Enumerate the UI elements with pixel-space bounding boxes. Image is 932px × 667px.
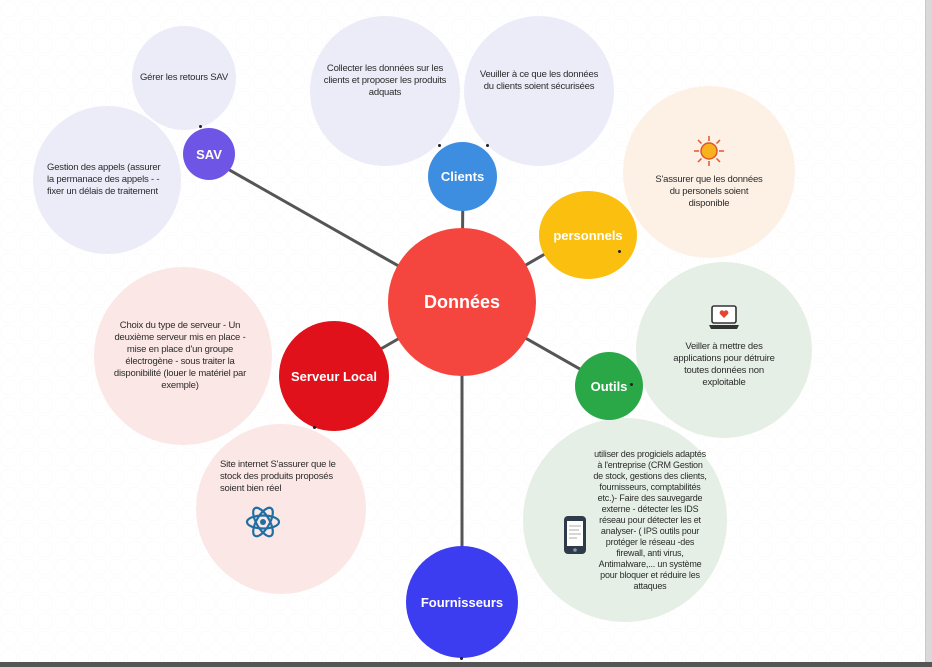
bubble-text: Gérer les retours SAV (139, 72, 229, 83)
bubble-text: Veiller à mettre des applications pour d… (673, 341, 775, 388)
bubble-serveur-choix: Choix du type de serveur - Un deuxième s… (94, 267, 272, 445)
node-label: Fournisseurs (420, 594, 504, 610)
window-frame-bottom (0, 662, 932, 667)
bubble-text: S'assurer que les données du personels s… (655, 174, 763, 209)
laptop-heart-icon (709, 305, 739, 329)
bubble-outils-progiciels: utiliser des progiciels adaptés à l'entr… (523, 418, 727, 622)
node-sav[interactable]: SAV (183, 128, 235, 180)
bubble-fournisseurs-site: Site internet S'assurer que le stock des… (196, 424, 366, 594)
connector-dot (438, 144, 441, 147)
node-label: Clients (440, 169, 485, 184)
node-label: SAV (196, 146, 222, 162)
phone-icon (564, 516, 586, 554)
node-fournisseurs[interactable]: Fournisseurs (406, 546, 518, 658)
sun-icon (694, 136, 724, 166)
connector-dot (618, 250, 621, 253)
bubble-text: utiliser des progiciels adaptés à l'entr… (593, 448, 707, 591)
connector-dot (486, 144, 489, 147)
node-outils[interactable]: Outils (575, 352, 643, 420)
bubble-text: Gestion des appels (assurer la permanace… (47, 162, 161, 197)
node-label: personnels (553, 227, 623, 243)
center-node-donnees[interactable]: Données (388, 228, 536, 376)
bubble-text: Site internet S'assurer que le stock des… (220, 459, 336, 494)
bubble-outils-applications: Veiller à mettre des applications pour d… (636, 262, 812, 438)
bubble-clients-collecter: Collecter les données sur les clients et… (310, 16, 460, 166)
bubble-text: Collecter les données sur les clients et… (323, 63, 447, 98)
node-serveur-local[interactable]: Serveur Local (279, 321, 389, 431)
connector-dot (313, 426, 316, 429)
bubble-text: Veuiller à ce que les données du clients… (479, 69, 599, 92)
bubble-text: Choix du type de serveur - Un deuxième s… (113, 320, 247, 391)
bubble-sav-retours: Gérer les retours SAV (132, 26, 236, 130)
window-frame-right (925, 0, 932, 667)
node-personnels[interactable]: personnels (539, 191, 637, 279)
center-node-label: Données (423, 291, 501, 312)
node-label: Outils (590, 378, 628, 394)
bubble-sav-appels: Gestion des appels (assurer la permanace… (33, 106, 181, 254)
connector-dot (630, 383, 633, 386)
atom-icon (245, 506, 281, 538)
bubble-personnels-dispo: S'assurer que les données du personels s… (623, 86, 795, 258)
node-label: Serveur Local (291, 368, 377, 384)
node-clients[interactable]: Clients (428, 142, 497, 211)
bubble-clients-securite: Veuiller à ce que les données du clients… (464, 16, 614, 166)
connector-dot (460, 657, 463, 660)
connector-dot (199, 125, 202, 128)
